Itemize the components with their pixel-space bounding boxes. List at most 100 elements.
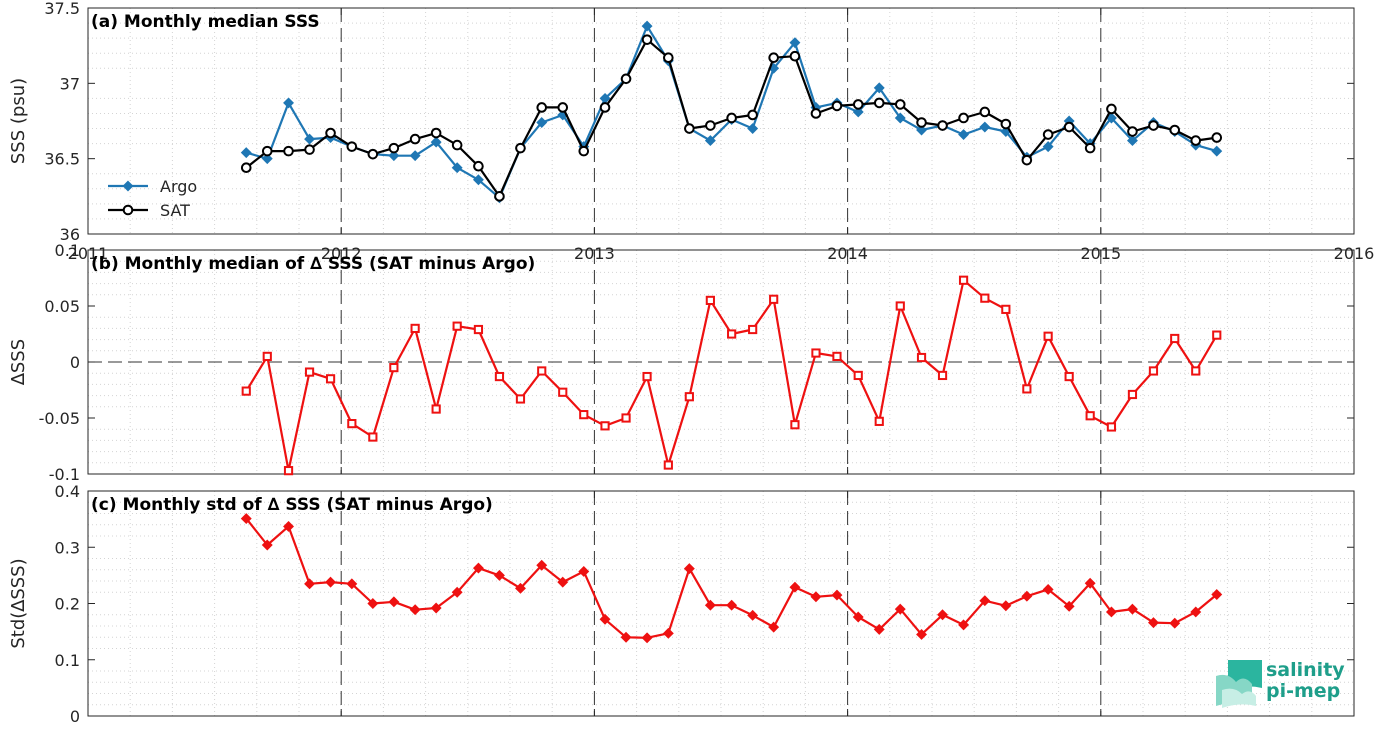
data-point-argo bbox=[536, 117, 548, 128]
data-point-delta-sss bbox=[1064, 371, 1074, 382]
data-point-delta-sss bbox=[1022, 384, 1032, 394]
data-point-sat bbox=[958, 112, 969, 124]
data-point-delta-sss bbox=[641, 632, 653, 644]
data-point-sat bbox=[240, 162, 252, 174]
data-point-delta-sss bbox=[347, 419, 357, 429]
y-tick-label: 0.1 bbox=[55, 651, 80, 670]
data-point-delta-sss bbox=[1084, 577, 1096, 589]
data-point-delta-sss bbox=[663, 460, 673, 470]
logo-line2: pi-mep bbox=[1266, 680, 1340, 702]
data-point-delta-sss bbox=[451, 586, 463, 598]
data-point-delta-sss bbox=[473, 324, 484, 335]
data-point-argo bbox=[1211, 145, 1223, 157]
data-point-sat bbox=[1190, 135, 1202, 146]
data-point-delta-sss bbox=[683, 563, 695, 575]
y-tick-label: 0.1 bbox=[55, 241, 80, 260]
panel-title: (b) Monthly median of ∆ SSS (SAT minus A… bbox=[91, 254, 535, 274]
data-point-delta-sss bbox=[1000, 600, 1012, 612]
data-point-delta-sss bbox=[304, 578, 316, 590]
data-point-delta-sss bbox=[472, 562, 484, 574]
data-point-delta-sss bbox=[642, 371, 652, 382]
data-point-sat bbox=[261, 145, 273, 157]
y-tick-label: 0.05 bbox=[44, 297, 80, 316]
data-point-delta-sss bbox=[790, 420, 800, 430]
data-point-sat bbox=[684, 123, 695, 134]
y-tick-label: 0 bbox=[70, 353, 80, 372]
data-point-delta-sss bbox=[431, 404, 441, 414]
data-point-delta-sss bbox=[958, 619, 970, 631]
data-point-argo bbox=[958, 129, 970, 141]
data-point-delta-sss bbox=[600, 421, 610, 431]
data-point-delta-sss bbox=[620, 631, 632, 643]
data-point-sat bbox=[620, 73, 632, 85]
data-point-delta-sss bbox=[727, 329, 737, 339]
data-point-delta-sss bbox=[980, 293, 990, 303]
data-point-delta-sss bbox=[1170, 333, 1180, 344]
data-point-argo bbox=[240, 147, 252, 159]
data-point-sat bbox=[1127, 126, 1138, 137]
data-point-argo bbox=[894, 112, 906, 124]
salinity-pi-mep-logo: salinity pi-mep bbox=[1216, 659, 1345, 708]
data-point-delta-sss bbox=[283, 466, 294, 476]
data-point-delta-sss bbox=[1191, 366, 1201, 376]
data-point-delta-sss bbox=[261, 539, 273, 551]
data-point-sat bbox=[451, 139, 463, 151]
data-point-argo bbox=[979, 121, 991, 133]
data-point-delta-sss bbox=[262, 351, 272, 361]
data-point-sat bbox=[831, 100, 843, 112]
data-point-sat bbox=[367, 148, 379, 160]
y-tick-label: -0.05 bbox=[39, 409, 80, 428]
panel-title: (c) Monthly std of ∆ SSS (SAT minus Argo… bbox=[91, 495, 493, 515]
data-point-delta-sss bbox=[684, 392, 694, 402]
data-point-delta-sss bbox=[621, 413, 631, 423]
y-tick-label: 0.4 bbox=[55, 482, 80, 501]
y-axis-label: Std(∆SSS) bbox=[8, 558, 29, 648]
data-point-argo bbox=[747, 123, 759, 134]
y-axis-label: ∆SSS bbox=[8, 339, 29, 386]
data-point-delta-sss bbox=[747, 609, 759, 621]
data-point-sat bbox=[346, 141, 358, 152]
data-point-delta-sss bbox=[1190, 606, 1202, 618]
data-point-delta-sss bbox=[1212, 330, 1222, 340]
data-point-delta-sss bbox=[493, 569, 505, 581]
data-point-delta-sss bbox=[1001, 304, 1011, 314]
data-point-argo bbox=[852, 106, 864, 118]
data-point-argo bbox=[304, 133, 316, 145]
data-point-delta-sss bbox=[789, 581, 801, 593]
data-point-delta-sss bbox=[1105, 606, 1117, 618]
data-point-delta-sss bbox=[368, 432, 378, 442]
data-point-delta-sss bbox=[1169, 617, 1181, 629]
data-point-delta-sss bbox=[452, 321, 462, 331]
data-point-delta-sss bbox=[853, 370, 863, 381]
data-point-argo bbox=[873, 82, 885, 94]
data-point-sat bbox=[1063, 121, 1075, 133]
data-point-delta-sss bbox=[852, 611, 864, 623]
data-point-delta-sss bbox=[1106, 422, 1117, 432]
data-point-argo bbox=[704, 135, 716, 147]
data-point-sat bbox=[726, 112, 737, 124]
data-point-delta-sss bbox=[325, 374, 336, 384]
data-point-delta-sss bbox=[937, 609, 949, 621]
data-point-argo bbox=[472, 174, 484, 186]
data-point-sat bbox=[388, 142, 400, 154]
y-tick-label: 36 bbox=[60, 225, 80, 244]
data-point-sat bbox=[1169, 124, 1181, 136]
panel-c-delta-sss-std: 0 0.1 0.2 0.3 0.4 Std(∆SSS) (c) Monthly std of… bbox=[8, 482, 1355, 726]
data-point-delta-sss bbox=[1042, 583, 1054, 595]
data-point-delta-sss bbox=[537, 366, 547, 376]
data-point-sat bbox=[768, 52, 779, 64]
data-point-delta-sss bbox=[705, 295, 715, 305]
data-point-sat bbox=[599, 102, 611, 113]
data-point-sat bbox=[937, 120, 948, 131]
data-point-delta-sss bbox=[515, 394, 526, 404]
data-point-delta-sss bbox=[325, 576, 337, 588]
data-point-sat bbox=[494, 191, 505, 202]
data-point-sat bbox=[1084, 142, 1096, 154]
series-line-argo bbox=[245, 25, 1218, 199]
data-point-delta-sss bbox=[515, 582, 526, 594]
data-point-delta-sss bbox=[874, 416, 884, 426]
data-point-sat bbox=[430, 127, 442, 139]
data-point-delta-sss bbox=[389, 363, 399, 373]
data-point-delta-sss bbox=[388, 596, 400, 608]
data-point-sat bbox=[578, 145, 590, 157]
